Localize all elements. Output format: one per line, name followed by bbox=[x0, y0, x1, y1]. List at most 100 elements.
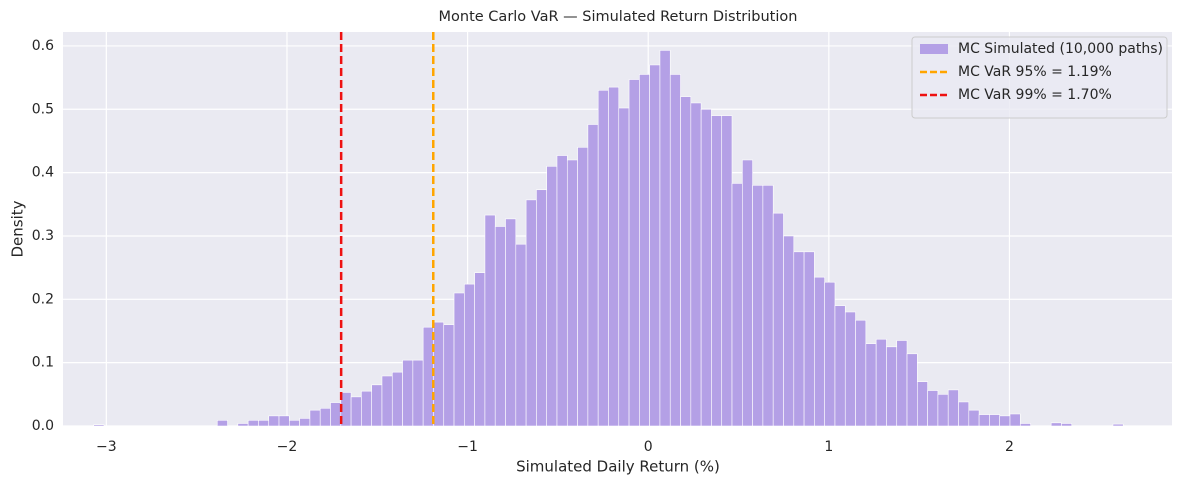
bar bbox=[896, 340, 908, 427]
bar bbox=[814, 276, 825, 427]
bar bbox=[958, 401, 970, 427]
bar bbox=[649, 64, 661, 427]
bar bbox=[844, 311, 856, 427]
bar bbox=[886, 346, 898, 427]
bar bbox=[247, 419, 259, 427]
bar bbox=[505, 218, 517, 427]
vlines bbox=[339, 32, 435, 426]
bar bbox=[361, 390, 372, 427]
bar bbox=[216, 419, 228, 427]
bar bbox=[577, 146, 589, 427]
bar bbox=[494, 226, 506, 427]
legend-label: MC Simulated (10,000 paths) bbox=[958, 41, 1163, 57]
bar bbox=[937, 394, 949, 427]
bar bbox=[762, 184, 774, 427]
x-axis-label: Simulated Daily Return (%) bbox=[516, 458, 720, 476]
legend: MC Simulated (10,000 paths) MC VaR 95% = … bbox=[911, 36, 1168, 119]
bar bbox=[968, 409, 980, 427]
bar bbox=[402, 359, 414, 427]
bar bbox=[855, 319, 867, 427]
bar bbox=[597, 89, 609, 427]
bar bbox=[546, 165, 558, 427]
bar bbox=[443, 324, 455, 427]
bar bbox=[978, 414, 990, 427]
bar bbox=[669, 74, 681, 427]
legend-box bbox=[911, 36, 1168, 119]
bar bbox=[731, 183, 743, 427]
legend-label: MC VaR 95% = 1.19% bbox=[958, 64, 1112, 80]
x-tick-label: −1 bbox=[457, 439, 478, 455]
bar bbox=[453, 292, 465, 427]
bar bbox=[93, 424, 105, 427]
bar bbox=[412, 359, 424, 427]
y-tick-label: 0.0 bbox=[32, 418, 54, 434]
bar bbox=[947, 389, 959, 427]
bar bbox=[659, 50, 671, 427]
bar bbox=[464, 283, 475, 427]
x-tick-label: 1 bbox=[824, 439, 833, 455]
bar bbox=[1112, 423, 1124, 427]
x-tick-label: −3 bbox=[96, 439, 117, 455]
bar bbox=[371, 384, 383, 427]
bar bbox=[258, 419, 270, 427]
bar bbox=[566, 159, 578, 427]
bar bbox=[525, 199, 537, 427]
bar bbox=[680, 96, 692, 427]
bar bbox=[319, 407, 331, 427]
bar bbox=[556, 155, 568, 427]
bar bbox=[474, 272, 486, 427]
legend-swatch bbox=[920, 44, 948, 54]
bar bbox=[484, 214, 496, 427]
x-tick-label: 2 bbox=[1005, 439, 1014, 455]
bar bbox=[803, 251, 815, 427]
bar bbox=[783, 235, 795, 427]
bars bbox=[93, 50, 1124, 427]
bar bbox=[289, 419, 300, 427]
bar bbox=[700, 108, 712, 427]
bar bbox=[772, 212, 784, 427]
bar bbox=[608, 86, 620, 427]
bar bbox=[1050, 422, 1062, 427]
bar bbox=[927, 390, 939, 427]
bar bbox=[381, 375, 393, 427]
bar bbox=[639, 74, 650, 427]
bar bbox=[875, 338, 887, 427]
bar bbox=[237, 423, 249, 427]
x-tick-label: −2 bbox=[277, 439, 298, 455]
bar bbox=[989, 414, 1000, 427]
bar bbox=[834, 305, 846, 427]
bar bbox=[350, 396, 362, 427]
bar bbox=[793, 251, 805, 427]
bar bbox=[711, 115, 723, 427]
bar bbox=[865, 343, 877, 427]
y-tick-label: 0.1 bbox=[32, 355, 54, 371]
bar bbox=[278, 415, 290, 427]
legend-label: MC VaR 99% = 1.70% bbox=[958, 87, 1112, 103]
x-tick-label: 0 bbox=[644, 439, 653, 455]
bar bbox=[824, 281, 836, 427]
bar bbox=[721, 115, 733, 427]
bar bbox=[433, 321, 445, 427]
y-tick-label: 0.5 bbox=[32, 101, 54, 117]
bar bbox=[536, 189, 547, 427]
bar bbox=[752, 184, 764, 427]
bar bbox=[628, 79, 640, 427]
bar bbox=[309, 409, 321, 427]
y-tick-label: 0.6 bbox=[32, 38, 54, 54]
bar bbox=[1009, 413, 1021, 427]
bar bbox=[515, 243, 527, 427]
y-axis-label: Density bbox=[9, 200, 27, 257]
y-tick-label: 0.4 bbox=[32, 165, 54, 181]
bar bbox=[422, 326, 434, 427]
bar bbox=[917, 381, 928, 427]
bar bbox=[391, 371, 403, 427]
y-tick-label: 0.2 bbox=[32, 291, 54, 307]
y-tick-label: 0.3 bbox=[32, 228, 54, 244]
bar bbox=[690, 102, 702, 427]
bar bbox=[742, 159, 753, 427]
bar bbox=[1019, 423, 1031, 427]
bar bbox=[299, 418, 311, 427]
bar bbox=[906, 353, 918, 427]
